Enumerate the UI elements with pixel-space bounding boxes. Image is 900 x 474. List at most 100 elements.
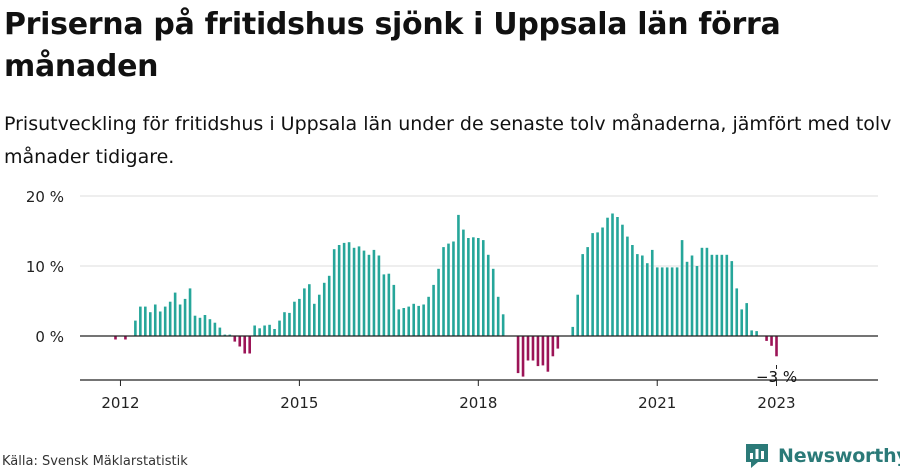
bar: [690, 255, 694, 336]
bar: [337, 245, 341, 336]
bar: [352, 247, 356, 336]
bar: [168, 301, 172, 336]
bar: [422, 304, 425, 336]
bar: [765, 336, 768, 341]
chart-subtitle: Prisutveckling för fritidshus i Uppsala …: [4, 113, 892, 168]
bar: [695, 266, 699, 336]
bar: [526, 336, 530, 361]
bar: [710, 254, 714, 336]
x-tick-label: 2021: [638, 394, 676, 412]
bar: [303, 288, 306, 336]
bar: [377, 255, 381, 336]
bars: [114, 213, 778, 377]
bar: [685, 261, 689, 336]
y-tick-label: 0 %: [35, 328, 64, 346]
bar: [621, 224, 624, 336]
bar: [317, 294, 321, 336]
bar: [223, 334, 227, 336]
bar: [392, 284, 396, 336]
bar: [655, 267, 659, 336]
x-tick-label: 2012: [101, 394, 139, 412]
bar: [253, 325, 256, 336]
bar: [427, 296, 430, 336]
bar: [626, 236, 629, 336]
bar: [412, 303, 415, 336]
brand-logo[interactable]: Newsworthy: [744, 440, 900, 472]
newsworthy-logo-icon: [746, 444, 768, 468]
bar: [596, 232, 599, 336]
bar: [650, 249, 654, 336]
bar: [158, 311, 162, 336]
bar: [755, 331, 758, 336]
bar: [491, 268, 495, 336]
bar: [139, 306, 142, 336]
bar: [238, 336, 242, 347]
bar: [740, 309, 744, 336]
bar: [288, 312, 291, 336]
bar: [313, 303, 316, 336]
bar: [571, 326, 575, 336]
bar: [576, 294, 580, 336]
bar: [173, 292, 177, 336]
y-axis-labels: 20 % 10 % 0 %: [26, 188, 64, 346]
bar: [586, 247, 589, 336]
last-value-label: −3 %: [756, 368, 797, 386]
bar: [407, 306, 411, 336]
bar: [367, 254, 371, 336]
bar: [472, 237, 475, 336]
bar: [581, 254, 584, 336]
bar: [382, 274, 386, 336]
bar: [531, 336, 535, 361]
y-tick-label: 10 %: [26, 258, 64, 276]
bar: [541, 336, 545, 366]
bar: [362, 250, 366, 336]
bar: [636, 254, 639, 336]
bar: [298, 298, 301, 336]
bar: [437, 268, 440, 336]
x-tick-label: 2023: [757, 394, 795, 412]
bar: [675, 267, 679, 336]
bar: [705, 247, 709, 336]
bar: [283, 312, 286, 336]
x-axis-labels: 2012 2015 2018 2021 2023: [101, 380, 796, 412]
bar: [322, 282, 326, 336]
bar: [347, 242, 351, 336]
bar: [263, 325, 266, 336]
bar: [462, 229, 465, 336]
bar: [218, 327, 222, 336]
bar: [601, 227, 604, 336]
bar: [397, 309, 401, 336]
bar: [372, 249, 376, 336]
bar: [233, 336, 237, 342]
bar: [144, 306, 147, 336]
brand-name: Newsworthy: [778, 445, 900, 467]
bar: [730, 261, 734, 336]
bar: [148, 312, 152, 336]
annotations: −3 %: [756, 365, 797, 386]
bar: [775, 336, 778, 357]
bar: [496, 296, 500, 336]
bar: [770, 336, 773, 346]
bar: [536, 336, 540, 367]
y-tick-label: 20 %: [26, 188, 64, 206]
bar: [452, 241, 455, 336]
bar: [641, 255, 644, 336]
bar: [198, 317, 202, 336]
axes: [80, 335, 878, 381]
bar: [183, 298, 187, 336]
bar: [670, 267, 674, 336]
bar: [213, 322, 217, 336]
bar: [357, 246, 361, 336]
bar: [645, 263, 649, 336]
bar: [457, 214, 460, 336]
bar: [477, 238, 480, 336]
bar: [278, 320, 281, 336]
bar: [551, 336, 555, 357]
bar: [248, 336, 251, 354]
bar: [387, 273, 391, 336]
source-note: Källa: Svensk Mäklarstatistik: [2, 454, 188, 469]
bar: [521, 336, 525, 377]
bar: [268, 324, 271, 336]
bar: [432, 284, 435, 336]
chart-title: Priserna på fritidshus sjönk i Uppsala l…: [4, 7, 781, 84]
